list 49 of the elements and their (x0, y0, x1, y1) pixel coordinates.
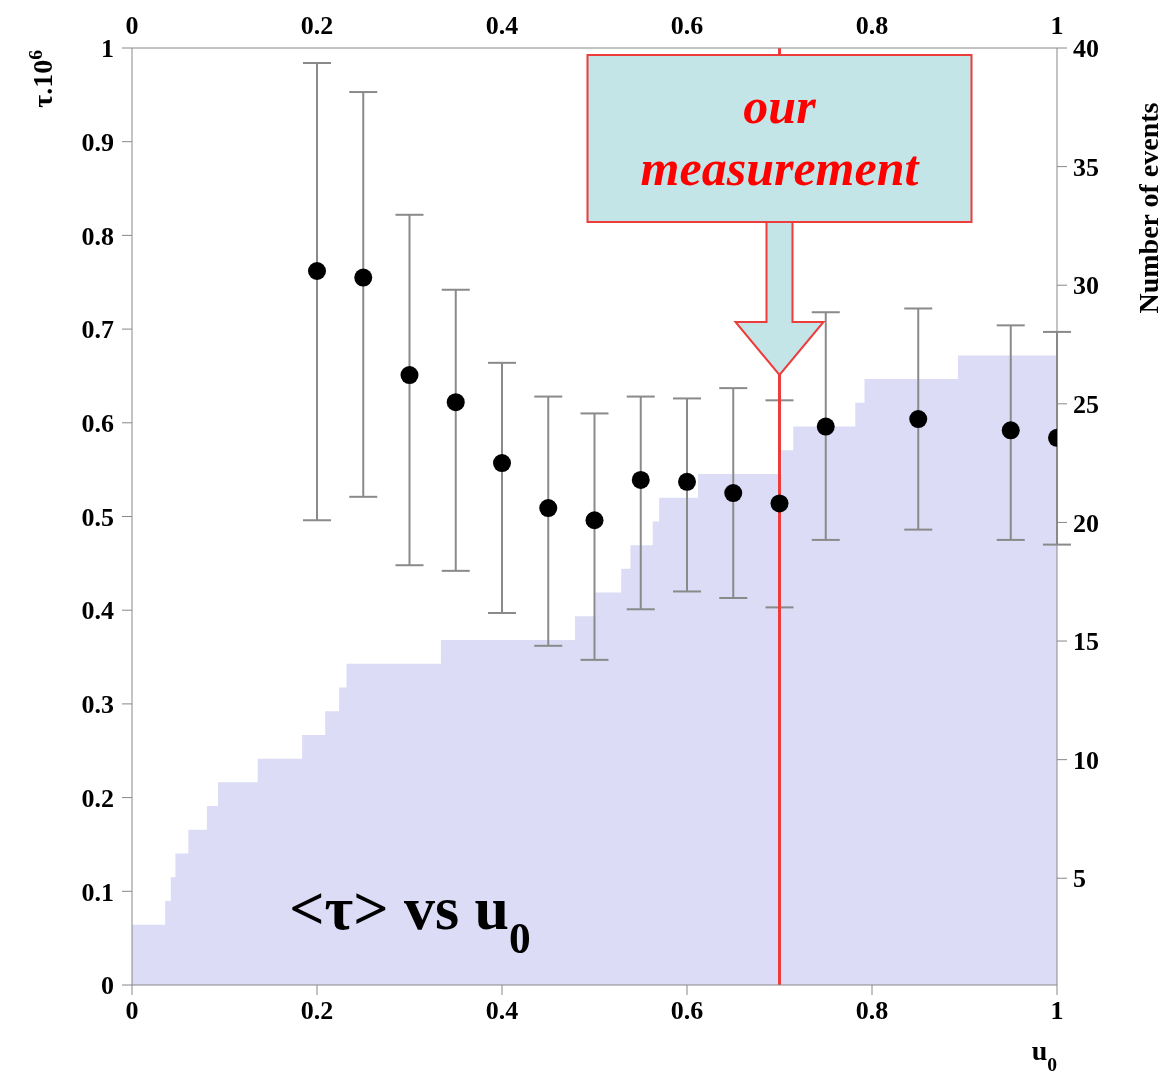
y2-tick-label: 30 (1073, 271, 1099, 301)
y2-tick-label: 5 (1073, 864, 1086, 894)
point (816, 417, 835, 436)
y2-tick-label: 40 (1073, 34, 1099, 64)
point (909, 410, 928, 429)
annotation: <τ> vs u$_{0}$ (289, 873, 531, 962)
x-tick-label: 1 (1050, 11, 1064, 40)
point (724, 484, 743, 503)
annotation: our measurement (640, 78, 921, 196)
y2-axis-title: Number of events (1133, 102, 1164, 314)
point (585, 511, 604, 530)
x-tick-label: 0.6 (670, 11, 704, 40)
y2-tick-label: 35 (1073, 152, 1099, 182)
y2-tick-label: 25 (1073, 390, 1099, 420)
y-tick-label: 0.3 (81, 690, 114, 720)
y-tick-label: 0.1 (81, 877, 114, 907)
y-tick-label: 1 (101, 34, 114, 64)
point (1001, 421, 1020, 440)
x2-tick-label: 0.8 (855, 996, 889, 1026)
y2-tick-label: 10 (1073, 745, 1099, 775)
point (631, 470, 650, 489)
x2-tick-label: 1 (1050, 996, 1064, 1026)
point (493, 454, 511, 473)
point (400, 366, 419, 385)
y-tick-label: 0.8 (81, 221, 114, 251)
x2-tick-label: 0 (125, 996, 139, 1026)
point (308, 262, 326, 281)
point (770, 494, 789, 513)
x-tick-label: 0.4 (485, 11, 519, 40)
x-tick-label: 0 (125, 11, 139, 40)
x-axis-title: u$_{0}$ (1031, 1035, 1058, 1075)
y-tick-label: 0.5 (81, 502, 114, 532)
point (539, 499, 558, 518)
point (354, 268, 373, 287)
y-tick-label: 0 (101, 971, 114, 1001)
y-tick-label: 0.7 (81, 315, 114, 345)
y-tick-label: 0.2 (81, 783, 114, 813)
y-tick-label: 0.9 (81, 127, 114, 157)
y-tick-label: 0.6 (81, 409, 114, 439)
x2-tick-label: 0.2 (300, 996, 334, 1026)
x2-tick-label: 0.6 (670, 996, 704, 1026)
x-tick-label: 0.8 (855, 11, 889, 40)
point (678, 472, 696, 491)
x2-tick-label: 0.4 (485, 996, 519, 1026)
y-tick-label: 0.4 (81, 596, 114, 626)
point (446, 393, 465, 412)
y2-tick-label: 20 (1073, 508, 1099, 538)
y2-tick-label: 15 (1073, 627, 1099, 657)
x-tick-label: 0.2 (300, 11, 334, 40)
